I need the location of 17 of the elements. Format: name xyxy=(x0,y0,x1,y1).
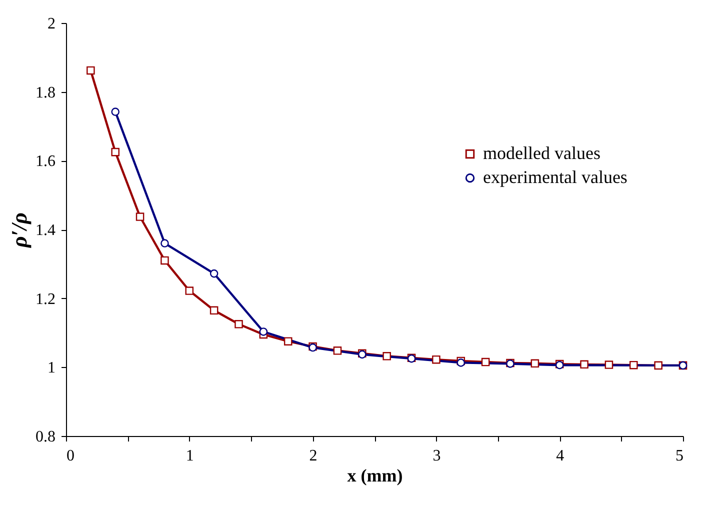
x-tick-label: 4 xyxy=(556,448,564,464)
x-tick-label: 5 xyxy=(676,448,684,464)
y-tick-label: 1.8 xyxy=(36,84,56,102)
y-axis-title: ρ′/ρ xyxy=(6,212,32,248)
y-tick-label: 2 xyxy=(48,16,56,32)
x-axis-title: x (mm) xyxy=(347,466,403,486)
x-tick-label: 3 xyxy=(432,448,441,464)
legend-label: modelled values xyxy=(483,143,600,163)
y-tick-label: 1 xyxy=(48,360,56,377)
x-tick-label: 0 xyxy=(66,448,74,464)
y-tick-label: 1.4 xyxy=(36,222,56,239)
y-tick-label: 1.2 xyxy=(36,290,56,308)
x-tick-label: 1 xyxy=(186,448,194,464)
legend-label: experimental values xyxy=(483,167,628,187)
y-tick-label: 1.6 xyxy=(36,153,56,170)
x-tick-label: 2 xyxy=(309,448,318,464)
y-tick-label: 0.8 xyxy=(36,428,56,446)
